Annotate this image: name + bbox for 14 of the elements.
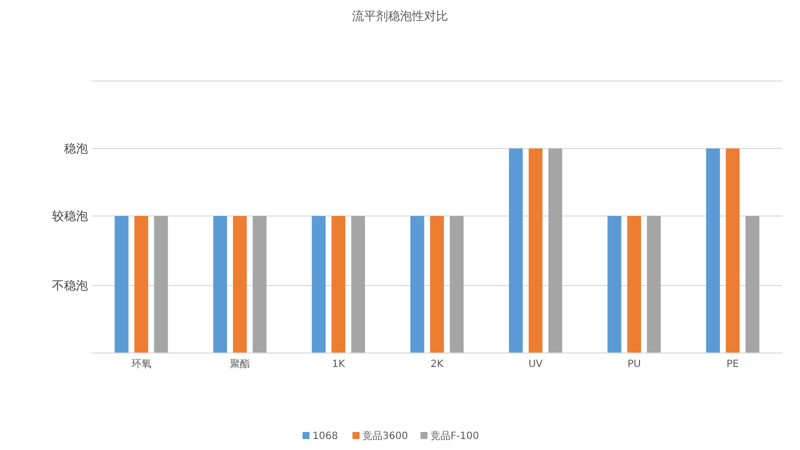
legend-label: 竞品F-100 [430,430,479,442]
ref-line-label: 不稳泡 [52,278,88,293]
x-tick-label: UV [528,359,543,370]
x-tick-label: PU [627,359,641,370]
x-tick-label: 聚酯 [230,358,250,370]
ref-line-label: 稳泡 [64,142,88,156]
legend-label: 1068 [312,431,338,442]
x-tick-label: 环氧 [131,359,152,370]
x-tick-label: 2K [430,359,444,370]
x-tick-label: PE [726,359,739,370]
chart-title: 流平剂稳泡性对比 [352,9,448,23]
x-tick-label: 1K [332,359,346,370]
legend-label: 竞品3600 [362,430,408,442]
ref-line-label: 较稳泡 [52,209,88,224]
